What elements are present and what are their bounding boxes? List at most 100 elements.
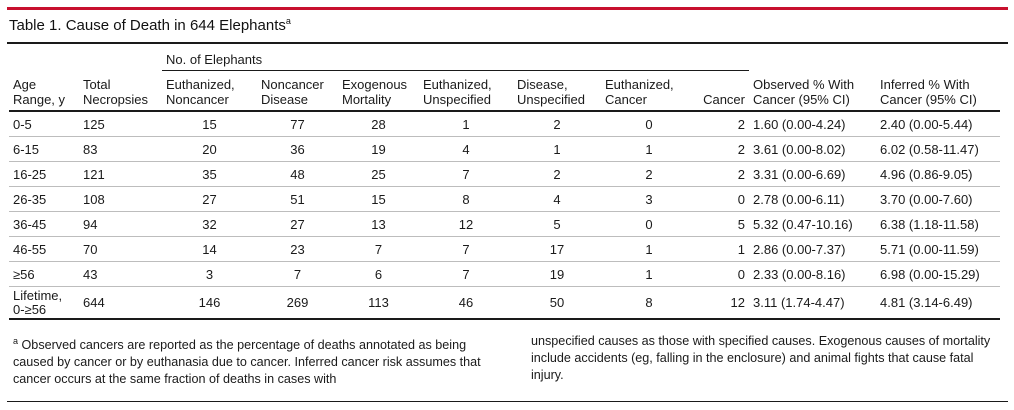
table-cell: 1 bbox=[601, 261, 697, 287]
table-cell: 27 bbox=[257, 211, 338, 237]
table-cell: 35 bbox=[162, 161, 257, 187]
table-cell: 19 bbox=[338, 136, 419, 162]
table-cell: 7 bbox=[257, 261, 338, 287]
table-cell: 70 bbox=[79, 236, 162, 262]
table-cell: 51 bbox=[257, 186, 338, 212]
table-cell: 19 bbox=[513, 261, 601, 287]
table-cell: 0 bbox=[697, 261, 749, 287]
elephant-death-table: No. of Elephants Age Range, y Total Necro… bbox=[9, 48, 1000, 320]
table-cell: 0 bbox=[601, 111, 697, 137]
table-cell: 5.71 (0.00-11.59) bbox=[876, 236, 1000, 262]
table-cell: 25 bbox=[338, 161, 419, 187]
table-cell: 3.11 (1.74-4.47) bbox=[749, 286, 876, 320]
footnote-marker: a bbox=[13, 336, 19, 346]
table-cell: 6.38 (1.18-11.58) bbox=[876, 211, 1000, 237]
bottom-rule bbox=[7, 401, 1008, 402]
table-title-text: Table 1. Cause of Death in 644 Elephants bbox=[9, 17, 286, 34]
footnote-text-left: Observed cancers are reported as the per… bbox=[13, 338, 481, 387]
title-rule bbox=[7, 42, 1008, 44]
table-cell: 6.02 (0.58-11.47) bbox=[876, 136, 1000, 162]
column-header: Euthanized, Unspecified bbox=[419, 70, 513, 112]
column-header: Inferred % With Cancer (95% CI) bbox=[876, 70, 1000, 112]
table-cell: 2 bbox=[697, 111, 749, 137]
table-cell: 13 bbox=[338, 211, 419, 237]
table-cell: 4 bbox=[419, 136, 513, 162]
table-cell: 26-35 bbox=[9, 186, 79, 212]
table-cell: 2 bbox=[697, 161, 749, 187]
table-cell: 3.31 (0.00-6.69) bbox=[749, 161, 876, 187]
table-cell: 14 bbox=[162, 236, 257, 262]
table-cell: 0 bbox=[697, 186, 749, 212]
table-cell: 12 bbox=[419, 211, 513, 237]
table-cell: 1 bbox=[419, 111, 513, 137]
column-header-row: Age Range, y Total Necropsies Euthanized, … bbox=[9, 70, 1000, 112]
table-cell: 644 bbox=[79, 286, 162, 320]
table-cell: 5 bbox=[513, 211, 601, 237]
column-header: Cancer bbox=[697, 70, 749, 112]
table-cell: 7 bbox=[419, 161, 513, 187]
table-row: ≥56 43 3 7 6 7 19 1 0 2.33 (0.00-8.16) 6.98 (0.00-… bbox=[9, 261, 1000, 287]
table-cell: 28 bbox=[338, 111, 419, 137]
column-header: Disease, Unspecified bbox=[513, 70, 601, 112]
table-cell: 20 bbox=[162, 136, 257, 162]
table-cell: 4 bbox=[513, 186, 601, 212]
table-cell: 2 bbox=[513, 161, 601, 187]
table-cell: 2.86 (0.00-7.37) bbox=[749, 236, 876, 262]
column-header: Noncancer Disease bbox=[257, 70, 338, 112]
table-cell: 0 bbox=[601, 211, 697, 237]
table-row: 16-25 121 35 48 25 7 2 2 2 3.31 (0.00-6.69) 4.96 (… bbox=[9, 161, 1000, 187]
table-cell: 2.33 (0.00-8.16) bbox=[749, 261, 876, 287]
table-cell: 3 bbox=[601, 186, 697, 212]
table-cell: 5 bbox=[697, 211, 749, 237]
group-header-row: No. of Elephants bbox=[9, 48, 1000, 71]
column-header: Observed % With Cancer (95% CI) bbox=[749, 70, 876, 112]
column-header: Euthanized, Cancer bbox=[601, 70, 697, 112]
table-cell: 7 bbox=[338, 236, 419, 262]
table-cell: 43 bbox=[79, 261, 162, 287]
table-row: 26-35 108 27 51 15 8 4 3 0 2.78 (0.00-6.11) 3.70 (… bbox=[9, 186, 1000, 212]
table-cell: 83 bbox=[79, 136, 162, 162]
table-cell: ≥56 bbox=[9, 261, 79, 287]
table-row: 46-55 70 14 23 7 7 17 1 1 2.86 (0.00-7.37) 5.71 (0… bbox=[9, 236, 1000, 262]
table-cell: 6-15 bbox=[9, 136, 79, 162]
table-cell: 2 bbox=[513, 111, 601, 137]
table-cell: 3 bbox=[162, 261, 257, 287]
table-cell: 1 bbox=[601, 236, 697, 262]
table-cell: 46 bbox=[419, 286, 513, 320]
table-cell: 7 bbox=[419, 236, 513, 262]
table-cell: Lifetime, 0-≥56 bbox=[9, 286, 79, 320]
table-cell: 1 bbox=[601, 136, 697, 162]
table-cell: 23 bbox=[257, 236, 338, 262]
column-header: Exogenous Mortality bbox=[338, 70, 419, 112]
table-cell: 6.98 (0.00-15.29) bbox=[876, 261, 1000, 287]
table-cell: 4.81 (3.14-6.49) bbox=[876, 286, 1000, 320]
column-header: Euthanized, Noncancer bbox=[162, 70, 257, 112]
table-cell: 15 bbox=[338, 186, 419, 212]
column-header: Age Range, y bbox=[9, 70, 79, 112]
table-cell: 2.40 (0.00-5.44) bbox=[876, 111, 1000, 137]
table-cell: 113 bbox=[338, 286, 419, 320]
table-cell: 6 bbox=[338, 261, 419, 287]
table-cell: 5.32 (0.47-10.16) bbox=[749, 211, 876, 237]
table-cell: 48 bbox=[257, 161, 338, 187]
table-cell: 121 bbox=[79, 161, 162, 187]
table-title: Table 1. Cause of Death in 644 Elephants… bbox=[9, 16, 291, 34]
table-cell: 108 bbox=[79, 186, 162, 212]
table-cell: 15 bbox=[162, 111, 257, 137]
table-cell: 94 bbox=[79, 211, 162, 237]
table-cell: 7 bbox=[419, 261, 513, 287]
group-header: No. of Elephants bbox=[162, 48, 749, 71]
table-row: Lifetime, 0-≥56 644 146 269 113 46 50 8 12 3.11 (… bbox=[9, 286, 1000, 320]
table-cell: 125 bbox=[79, 111, 162, 137]
column-header: Total Necropsies bbox=[79, 70, 162, 112]
table-row: 6-15 83 20 36 19 4 1 1 2 3.61 (0.00-8.02) 6.02 (0.… bbox=[9, 136, 1000, 162]
table-cell: 16-25 bbox=[9, 161, 79, 187]
table-cell: 3.61 (0.00-8.02) bbox=[749, 136, 876, 162]
table-cell: 1.60 (0.00-4.24) bbox=[749, 111, 876, 137]
table-cell: 1 bbox=[513, 136, 601, 162]
table-cell: 17 bbox=[513, 236, 601, 262]
table-cell: 4.96 (0.86-9.05) bbox=[876, 161, 1000, 187]
table-cell: 146 bbox=[162, 286, 257, 320]
table-cell: 2.78 (0.00-6.11) bbox=[749, 186, 876, 212]
table-cell: 50 bbox=[513, 286, 601, 320]
